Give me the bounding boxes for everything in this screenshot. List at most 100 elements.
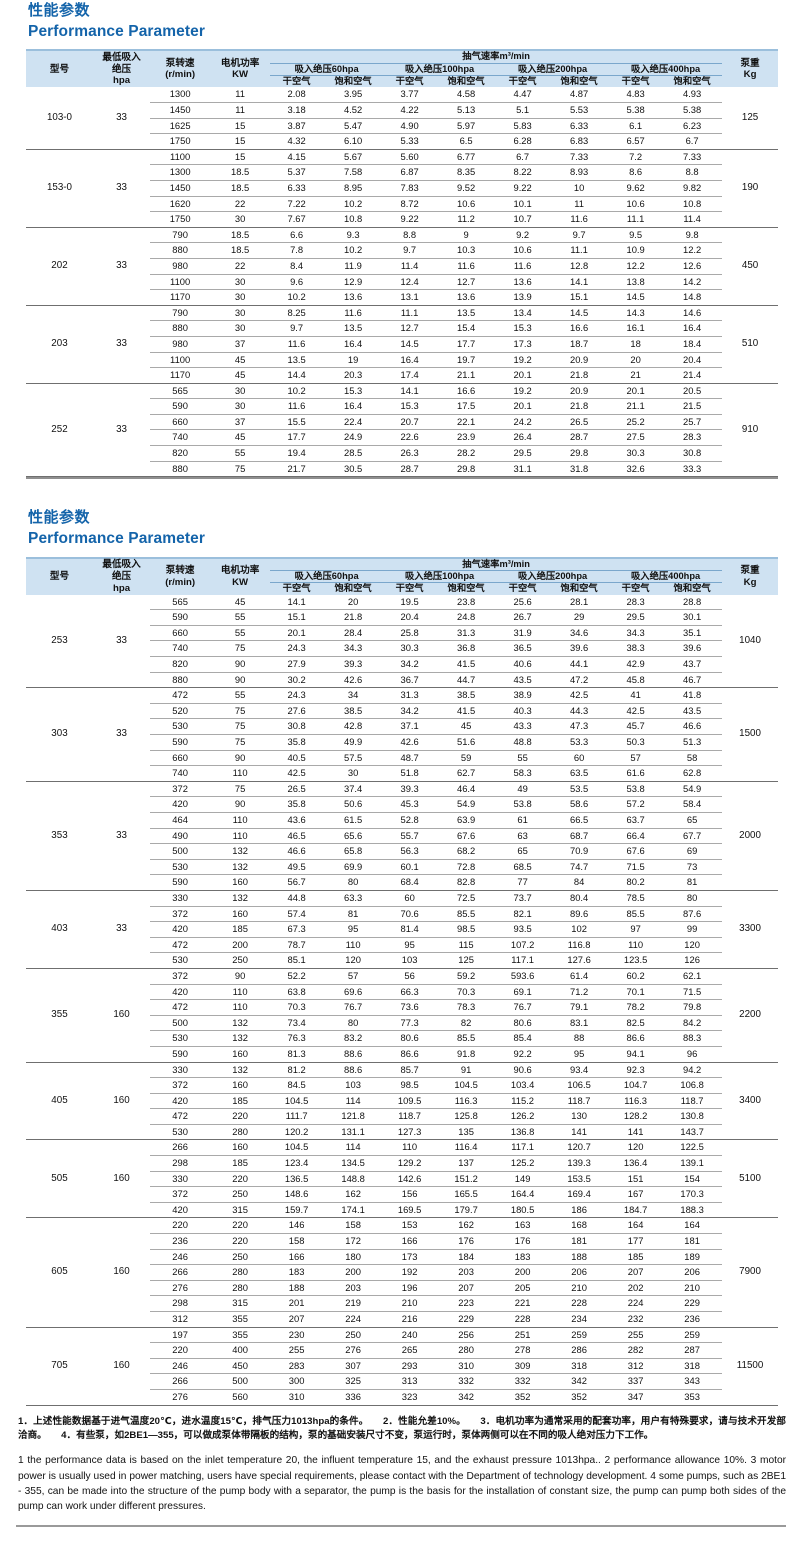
cell-400-dry: 30.3 bbox=[609, 445, 663, 462]
table-row: 980 22 8.4 11.9 11.4 11.6 11.6 12.8 12.2 12.6 bbox=[26, 258, 778, 275]
cell-400-sat: 11.4 bbox=[662, 211, 723, 228]
cell-100-dry: 98.5 bbox=[383, 1077, 437, 1094]
table-row: 1100 30 9.6 12.9 12.4 12.7 13.6 14.1 13.8 14.2 bbox=[26, 274, 778, 291]
cell-60-sat: 336 bbox=[323, 1389, 384, 1406]
cell-200-sat: 352 bbox=[549, 1389, 610, 1406]
cell-model: 353 bbox=[26, 781, 93, 891]
cell-100-dry: 15.3 bbox=[383, 398, 437, 415]
cell-400-dry: 29.5 bbox=[609, 609, 663, 626]
cell-200-sat: 210 bbox=[549, 1280, 610, 1297]
cell-400-dry: 110 bbox=[609, 937, 663, 954]
cell-400-dry: 57 bbox=[609, 750, 663, 767]
cell-200-sat: 21.8 bbox=[549, 367, 610, 384]
cell-200-sat: 106.5 bbox=[549, 1077, 610, 1094]
table-row: 530 280 120.2 131.1 127.3 135 136.8 141 141 143.7 bbox=[26, 1124, 778, 1141]
cell-400-dry: 5.38 bbox=[609, 102, 663, 119]
cell-motor-power: 280 bbox=[210, 1280, 271, 1297]
table-row: 880 75 21.7 30.5 28.7 29.8 31.1 31.8 32.6 33.3 bbox=[26, 461, 778, 478]
cell-100-sat: 67.6 bbox=[436, 828, 497, 845]
cell-pump-speed: 590 bbox=[150, 1046, 211, 1063]
cell-pump-speed: 660 bbox=[150, 625, 211, 642]
performance-section-1: 性能参数 Performance Parameter 型号 最低吸入 绝压 bbox=[0, 0, 800, 480]
cell-60-dry: 56.7 bbox=[270, 874, 324, 891]
cell-pump-speed: 1450 bbox=[150, 180, 211, 197]
cell-motor-power: 220 bbox=[210, 1217, 271, 1235]
cell-400-sat: 28.3 bbox=[662, 429, 723, 447]
cell-200-dry: 24.2 bbox=[496, 414, 550, 431]
cell-60-dry: 24.3 bbox=[270, 687, 324, 704]
cell-100-sat: 135 bbox=[436, 1124, 497, 1141]
cell-400-dry: 10.6 bbox=[609, 196, 663, 213]
cell-60-dry: 73.4 bbox=[270, 1015, 324, 1032]
header-dry-air-100: 干空气 bbox=[383, 582, 437, 595]
cell-model: 202 bbox=[26, 227, 93, 306]
cell-200-sat: 102 bbox=[549, 921, 610, 938]
cell-200-dry: 20.1 bbox=[496, 398, 550, 415]
cell-pump-speed: 266 bbox=[150, 1373, 211, 1390]
header-dry-air-400: 干空气 bbox=[609, 582, 663, 595]
cell-400-sat: 164 bbox=[662, 1217, 723, 1235]
cell-200-dry: 80.6 bbox=[496, 1015, 550, 1032]
cell-100-dry: 110 bbox=[383, 1139, 437, 1157]
cell-100-dry: 85.7 bbox=[383, 1062, 437, 1079]
cell-100-sat: 82.8 bbox=[436, 874, 497, 891]
cell-motor-power: 11 bbox=[210, 102, 271, 119]
cell-100-sat: 116.3 bbox=[436, 1093, 497, 1110]
cell-200-dry: 117.1 bbox=[496, 1139, 550, 1157]
cell-400-sat: 106.8 bbox=[662, 1077, 723, 1094]
cell-60-dry: 136.5 bbox=[270, 1171, 324, 1188]
cell-100-sat: 125.8 bbox=[436, 1108, 497, 1125]
cell-200-dry: 15.3 bbox=[496, 320, 550, 337]
cell-pump-speed: 472 bbox=[150, 999, 211, 1016]
cell-60-dry: 26.5 bbox=[270, 781, 324, 798]
cell-400-sat: 9.8 bbox=[662, 227, 723, 244]
cell-100-sat: 184 bbox=[436, 1249, 497, 1266]
cell-60-dry: 20.1 bbox=[270, 625, 324, 642]
cell-pump-weight: 910 bbox=[722, 383, 778, 478]
cell-motor-power: 132 bbox=[210, 1015, 271, 1032]
cell-pump-speed: 880 bbox=[150, 461, 211, 478]
cell-60-dry: 85.1 bbox=[270, 952, 324, 969]
cell-100-sat: 310 bbox=[436, 1358, 497, 1375]
cell-100-sat: 16.6 bbox=[436, 383, 497, 400]
table-row: 355 160 372 90 52.2 57 56 59.2 593.6 61.4 60.2 62.1… bbox=[26, 968, 778, 1063]
cell-60-sat: 12.9 bbox=[323, 274, 384, 291]
cell-motor-power: 315 bbox=[210, 1295, 271, 1312]
cell-400-sat: 120 bbox=[662, 937, 723, 954]
cell-400-sat: 9.82 bbox=[662, 180, 723, 197]
cell-60-sat: 65.8 bbox=[323, 843, 384, 860]
cell-100-dry: 42.6 bbox=[383, 734, 437, 751]
table-row: 252 33 565 30 10.2 15.3 14.1 16.6 19.2 20.9 20.1 20… bbox=[26, 383, 778, 478]
cell-400-dry: 136.4 bbox=[609, 1155, 663, 1172]
cell-60-dry: 255 bbox=[270, 1342, 324, 1359]
cell-pump-speed: 880 bbox=[150, 320, 211, 337]
cell-100-dry: 34.2 bbox=[383, 703, 437, 720]
cell-200-dry: 29.5 bbox=[496, 445, 550, 462]
cell-60-sat: 80 bbox=[323, 874, 384, 891]
cell-100-sat: 176 bbox=[436, 1233, 497, 1250]
cell-motor-power: 110 bbox=[210, 765, 271, 782]
section-2-heading-en: Performance Parameter bbox=[28, 530, 205, 548]
cell-60-sat: 76.7 bbox=[323, 999, 384, 1016]
cell-400-sat: 7.33 bbox=[662, 149, 723, 166]
cell-200-dry: 43.5 bbox=[496, 672, 550, 689]
cell-pump-speed: 330 bbox=[150, 1171, 211, 1188]
cell-400-sat: 6.7 bbox=[662, 133, 723, 150]
cell-60-dry: 49.5 bbox=[270, 859, 324, 876]
cell-200-dry: 38.9 bbox=[496, 687, 550, 704]
cell-60-dry: 15.5 bbox=[270, 414, 324, 431]
table-row: 472 110 70.3 76.7 73.6 78.3 76.7 79.1 78.2 79.8 bbox=[26, 999, 778, 1016]
cell-60-dry: 104.5 bbox=[270, 1093, 324, 1110]
cell-pump-speed: 530 bbox=[150, 952, 211, 969]
table-row: 266 280 183 200 192 203 200 206 207 206 bbox=[26, 1264, 778, 1281]
table-row: 1625 15 3.87 5.47 4.90 5.97 5.83 6.33 6.1 6.23 bbox=[26, 118, 778, 135]
cell-200-sat: 8.93 bbox=[549, 164, 610, 181]
cell-100-dry: 13.1 bbox=[383, 289, 437, 306]
cell-60-dry: 8.25 bbox=[270, 305, 324, 322]
section-1-heading-en: Performance Parameter bbox=[28, 22, 205, 40]
table-row: 330 220 136.5 148.8 142.6 151.2 149 153.5 151 154 bbox=[26, 1171, 778, 1188]
table-row: 590 160 81.3 88.6 86.6 91.8 92.2 95 94.1 96 bbox=[26, 1046, 778, 1063]
cell-200-sat: 95 bbox=[549, 1046, 610, 1063]
cell-60-sat: 50.6 bbox=[323, 796, 384, 813]
table-row: 740 45 17.7 24.9 22.6 23.9 26.4 28.7 27.5 28.3 bbox=[26, 429, 778, 447]
